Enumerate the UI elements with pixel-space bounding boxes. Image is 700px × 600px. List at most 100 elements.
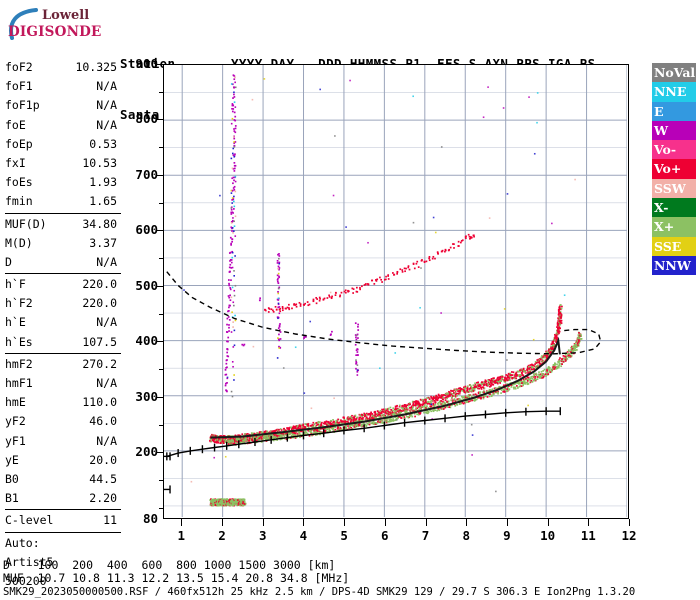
x-tick-mark — [344, 519, 346, 526]
legend-item-vo-minus[interactable]: Vo- — [652, 140, 696, 160]
param-value: N/A — [96, 433, 117, 448]
model-curve-0 — [166, 271, 602, 355]
param-row: foF1p N/A — [3, 96, 123, 115]
x-tick-mark — [629, 519, 630, 526]
legend-item-noval[interactable]: NoVal — [652, 63, 696, 83]
param-key: h`E — [5, 315, 26, 330]
param-row: D N/A — [3, 253, 123, 272]
param-row: M(D) 3.37 — [3, 234, 123, 253]
legend-item-nnw[interactable]: NNW — [652, 255, 696, 276]
x-tick-mark — [222, 519, 223, 526]
param-row: MUF(D) 34.80 — [3, 215, 123, 234]
param-key: foF1p — [5, 98, 40, 113]
noise-dots — [183, 76, 576, 493]
param-row: h`F2 220.0 — [3, 294, 123, 313]
x-tick-label: 2 — [218, 528, 226, 543]
param-value: 11 — [103, 513, 117, 528]
param-group-frequencies: foF2 10.325 foF1 N/A foF1p N/A foE N/A foEp 0… — [3, 58, 123, 212]
param-key: B1 — [5, 491, 19, 506]
polarization-legend: NoVal NNE E W Vo- Vo+ SSW X- X+ SSE NNW — [652, 63, 696, 276]
x-tick-mark — [506, 519, 508, 526]
legend-item-x-plus[interactable]: X+ — [652, 217, 696, 237]
param-divider — [5, 352, 121, 354]
param-value: 46.0 — [89, 414, 117, 429]
param-key: yE — [5, 452, 19, 467]
x-tick-label: 11 — [580, 528, 596, 543]
param-value: 44.5 — [89, 471, 117, 486]
autoscaler-version: 500200 — [5, 573, 47, 588]
param-value: 1.65 — [89, 194, 117, 209]
legend-label: SSE — [654, 238, 682, 254]
param-row: foF2 10.325 — [3, 58, 123, 77]
param-key: h`Es — [5, 334, 33, 349]
x-tick-label: 10 — [540, 528, 556, 543]
legend-label: X- — [654, 200, 669, 216]
x-tick-mark — [181, 519, 183, 526]
param-key: foEp — [5, 136, 33, 151]
x-tick-mark — [303, 519, 305, 526]
legend-item-w[interactable]: W — [652, 120, 696, 141]
x-tick-mark — [262, 519, 264, 526]
param-key: fmin — [5, 194, 33, 209]
param-value: 2.20 — [89, 491, 117, 506]
param-key: yF2 — [5, 414, 26, 429]
param-divider — [5, 212, 121, 214]
legend-label: E — [654, 103, 664, 119]
param-divider — [5, 273, 121, 275]
ionogram-svg — [164, 65, 628, 517]
model-curve-1 — [166, 410, 561, 458]
param-key: h`F — [5, 277, 26, 292]
x-tick-label: 8 — [462, 528, 470, 543]
x-tick-mark — [547, 519, 549, 526]
x-tick-mark — [588, 519, 590, 526]
legend-item-e[interactable]: E — [652, 101, 696, 121]
param-value: 20.0 — [89, 452, 117, 467]
y-tick-label: 500 — [135, 277, 158, 293]
legend-item-ssw[interactable]: SSW — [652, 178, 696, 199]
param-value: 34.80 — [82, 216, 117, 231]
legend-label: W — [654, 122, 669, 138]
series-3 — [264, 233, 475, 313]
x-tick-label: 6 — [381, 528, 389, 543]
x-tick-label: 4 — [299, 528, 308, 543]
legend-item-x-minus[interactable]: X- — [652, 198, 696, 218]
param-value: N/A — [96, 98, 117, 113]
param-key: M(D) — [5, 235, 33, 250]
x-tick-label: 9 — [503, 528, 511, 543]
param-row: yF1 N/A — [3, 432, 123, 451]
param-value: 220.0 — [82, 277, 117, 292]
legend-item-sse[interactable]: SSE — [652, 236, 696, 256]
param-value: 1.93 — [89, 175, 117, 190]
legend-label: NoVal — [654, 65, 696, 80]
x-tick-label: 3 — [258, 528, 267, 543]
param-divider — [5, 531, 121, 533]
legend-item-nne[interactable]: NNE — [652, 82, 696, 102]
series-2 — [209, 498, 247, 507]
x-tick-mark — [384, 519, 386, 526]
y-axis-min-label: 80 — [142, 511, 158, 526]
param-row: fxI 10.53 — [3, 154, 123, 173]
param-value: N/A — [96, 376, 117, 390]
series-4 — [224, 74, 360, 393]
legend-label: Vo- — [654, 142, 677, 158]
param-group-virtual-heights: h`F 220.0 h`F2 220.0 h`E N/A h`Es 107.5 — [3, 275, 123, 352]
param-key: h`F2 — [5, 296, 33, 311]
param-key: foF1 — [5, 79, 33, 94]
param-row: hmE 110.0 — [3, 393, 123, 412]
ionogram-plot[interactable] — [163, 64, 629, 519]
y-tick-label: 400 — [135, 333, 158, 349]
param-value: 110.0 — [82, 395, 117, 410]
param-key: MUF(D) — [5, 216, 47, 231]
param-group-autoscaler: Auto: Artist5 500200 — [3, 534, 123, 592]
param-row: h`E N/A — [3, 313, 123, 332]
legend-label: SSW — [654, 180, 686, 196]
param-row: h`Es 107.5 — [3, 333, 123, 352]
param-value: 3.37 — [89, 235, 117, 250]
param-row: foE N/A — [3, 116, 123, 135]
param-row: fmin 1.65 — [3, 192, 123, 211]
model-curve-2 — [210, 336, 561, 439]
param-divider — [5, 509, 121, 511]
param-key: hmF1 — [5, 376, 33, 390]
legend-item-vo-plus[interactable]: Vo+ — [652, 159, 696, 179]
param-value: N/A — [96, 254, 117, 269]
